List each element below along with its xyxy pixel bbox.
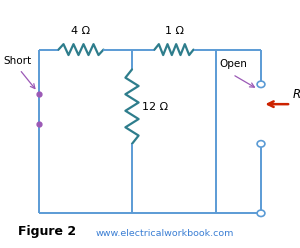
Text: $R_{\mathrm{Th}}$: $R_{\mathrm{Th}}$	[292, 88, 300, 103]
Circle shape	[257, 141, 265, 147]
Circle shape	[257, 210, 265, 217]
Text: 4 Ω: 4 Ω	[71, 26, 91, 36]
Text: www.electricalworkbook.com: www.electricalworkbook.com	[96, 229, 234, 238]
Text: 1 Ω: 1 Ω	[164, 26, 184, 36]
Text: Short: Short	[3, 56, 31, 66]
Circle shape	[257, 81, 265, 88]
Text: 12 Ω: 12 Ω	[142, 102, 169, 112]
Text: Figure 2: Figure 2	[18, 225, 76, 238]
Text: Open: Open	[219, 60, 247, 69]
